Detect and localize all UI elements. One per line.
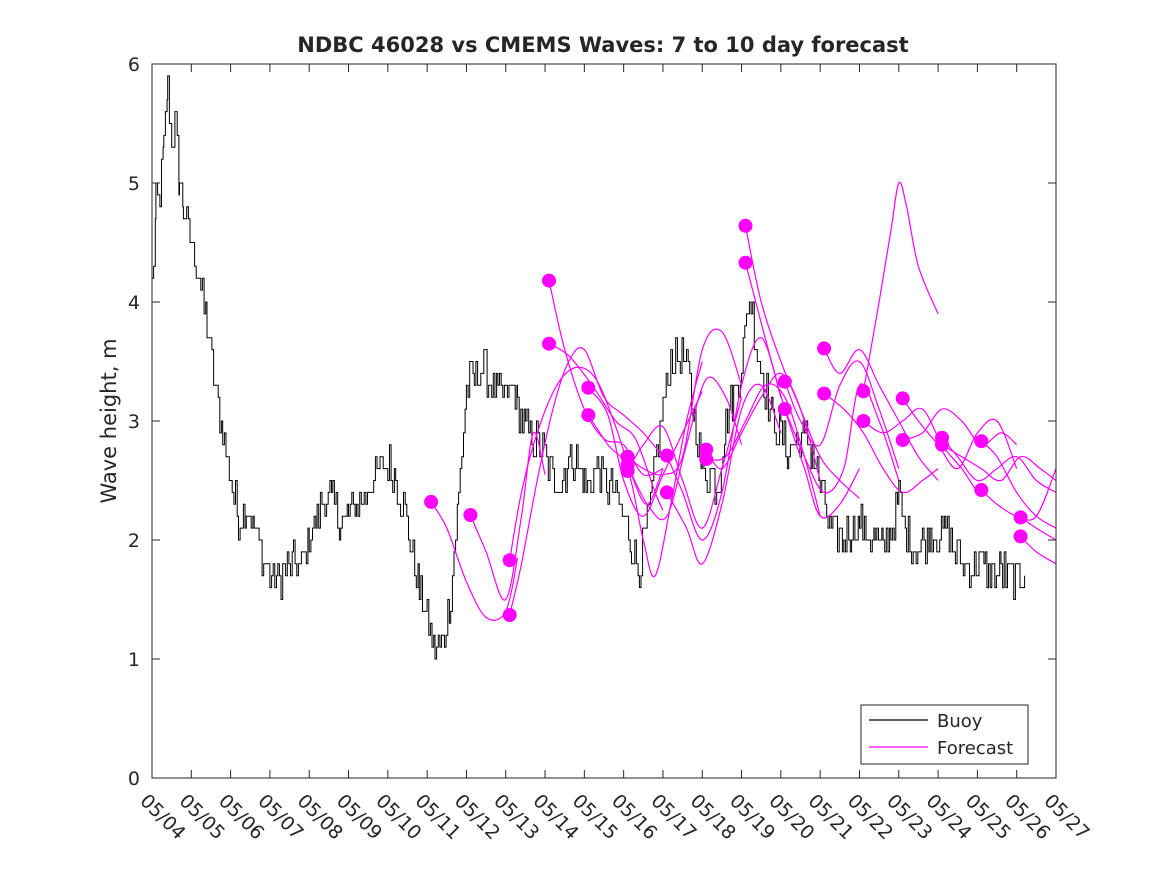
- legend: Buoy Forecast: [860, 704, 1029, 765]
- forecast-marker: [974, 434, 989, 449]
- chart-title: NDBC 46028 vs CMEMS Waves: 7 to 10 day f…: [297, 33, 908, 57]
- forecast-line: [430, 501, 519, 621]
- forecast-line: [509, 346, 664, 616]
- forecast-line: [784, 383, 900, 494]
- forecast-line: [823, 348, 939, 481]
- y-tick-label: 6: [128, 54, 140, 76]
- plot-background: [152, 64, 1056, 778]
- forecast-line: [509, 366, 664, 561]
- buoy-line: [152, 75, 1026, 660]
- y-tick-label: 0: [128, 768, 140, 790]
- forecast-marker: [699, 452, 714, 467]
- forecast-marker: [659, 485, 674, 500]
- forecast-marker: [424, 494, 439, 509]
- forecast-line: [941, 444, 1057, 482]
- forecast-marker: [502, 553, 517, 568]
- y-tick-label: 2: [128, 530, 140, 552]
- legend-forecast-label: Forecast: [937, 738, 1013, 759]
- forecast-series-layer: [424, 181, 1057, 622]
- forecast-marker: [817, 341, 832, 356]
- y-tick-label: 5: [128, 173, 140, 195]
- buoy-series-layer: [152, 75, 1026, 660]
- forecast-line: [941, 437, 1057, 493]
- forecast-marker: [974, 483, 989, 497]
- forecast-marker: [463, 508, 478, 522]
- forecast-marker: [620, 464, 635, 478]
- forecast-marker: [738, 218, 753, 233]
- forecast-line: [862, 181, 939, 392]
- forecast-marker: [777, 402, 792, 417]
- forecast-line: [627, 376, 743, 521]
- y-tick-label: 4: [128, 292, 140, 314]
- y-tick-label: 1: [128, 649, 140, 671]
- forecast-line: [666, 337, 782, 541]
- y-axis: 0 1 2 3 4 5 6: [128, 54, 1056, 790]
- forecast-line: [587, 361, 703, 578]
- forecast-marker: [856, 414, 871, 428]
- forecast-line: [823, 393, 939, 494]
- forecast-line: [744, 262, 861, 519]
- forecast-marker: [581, 380, 596, 395]
- forecast-marker: [1013, 510, 1028, 525]
- forecast-line: [902, 408, 1018, 446]
- forecast-line: [587, 387, 703, 517]
- forecast-marker: [542, 336, 556, 351]
- forecast-line: [902, 398, 1018, 470]
- forecast-line: [548, 343, 664, 511]
- forecast-marker: [777, 374, 792, 389]
- forecast-marker: [502, 608, 517, 622]
- forecast-marker: [581, 408, 596, 423]
- legend-box: [860, 704, 1029, 765]
- forecast-line: [980, 440, 1057, 529]
- forecast-marker: [738, 255, 753, 270]
- forecast-marker: [817, 386, 832, 401]
- forecast-line: [744, 225, 860, 499]
- forecast-line: [784, 360, 900, 469]
- forecast-marker: [542, 273, 556, 288]
- forecast-marker: [659, 448, 674, 463]
- legend-buoy-label: Buoy: [937, 711, 983, 732]
- forecast-marker: [1013, 529, 1028, 544]
- forecast-marker: [895, 391, 910, 406]
- forecast-marker: [935, 437, 949, 452]
- forecast-marker: [895, 433, 910, 447]
- forecast-line: [863, 407, 978, 493]
- forecast-line: [666, 383, 782, 565]
- y-tick-label: 3: [128, 411, 140, 433]
- forecast-line: [627, 328, 743, 476]
- forecast-marker: [856, 384, 871, 399]
- y-axis-label: Wave height, m: [97, 338, 121, 503]
- forecast-line: [469, 431, 546, 601]
